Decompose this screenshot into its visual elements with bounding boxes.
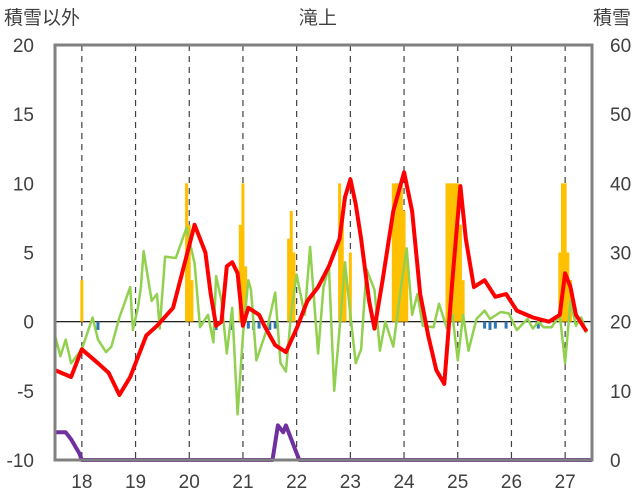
right-tick-label: 30 bbox=[610, 244, 631, 265]
left-tick-label: 10 bbox=[13, 174, 34, 195]
right-tick-label: 20 bbox=[610, 313, 631, 334]
right-tick-label: 40 bbox=[610, 174, 631, 195]
orange-bar-6 bbox=[244, 266, 248, 322]
x-tick-label: 21 bbox=[232, 472, 253, 493]
blue-bar-12 bbox=[536, 321, 540, 329]
blue-bar-5 bbox=[257, 321, 261, 329]
orange-bar-7 bbox=[287, 238, 291, 322]
orange-bar-12 bbox=[343, 266, 347, 322]
blue-bar-6 bbox=[268, 321, 272, 330]
blue-bar-8 bbox=[483, 321, 487, 329]
orange-bar-5 bbox=[241, 183, 245, 322]
orange-bar-20 bbox=[445, 183, 449, 322]
x-tick-label: 23 bbox=[340, 472, 361, 493]
orange-bar-26 bbox=[461, 280, 465, 322]
x-tick-label: 20 bbox=[179, 472, 200, 493]
right-tick-label: 60 bbox=[610, 36, 631, 57]
orange-bar-3 bbox=[190, 280, 194, 322]
right-tick-label: 0 bbox=[610, 451, 621, 472]
orange-bar-27 bbox=[558, 252, 562, 322]
orange-bar-21 bbox=[448, 183, 452, 322]
blue-bar-3 bbox=[246, 321, 250, 329]
left-tick-label: 0 bbox=[23, 313, 34, 334]
orange-bar-0 bbox=[80, 280, 84, 322]
orange-bar-30 bbox=[566, 252, 570, 322]
blue-bar-7 bbox=[273, 321, 277, 329]
orange-bar-16 bbox=[397, 183, 401, 322]
x-axis-tick-labels: 18 19 20 21 22 23 24 25 26 27 bbox=[71, 472, 575, 493]
x-tick-label: 18 bbox=[71, 472, 92, 493]
orange-bar-13 bbox=[348, 252, 352, 322]
plot-frame bbox=[53, 43, 594, 462]
vertical-gridlines bbox=[81, 45, 566, 460]
orange-bar-15 bbox=[394, 183, 398, 322]
red-line-series bbox=[54, 170, 589, 397]
x-tick-label: 22 bbox=[286, 472, 307, 493]
left-tick-label: -10 bbox=[7, 451, 34, 472]
orange-bar-10 bbox=[338, 183, 342, 322]
orange-bar-17 bbox=[399, 183, 403, 322]
right-tick-label: 50 bbox=[610, 105, 631, 126]
x-tick-label: 19 bbox=[125, 472, 146, 493]
orange-bar-11 bbox=[340, 211, 344, 322]
left-tick-label: 20 bbox=[13, 36, 34, 57]
green-line-series bbox=[53, 226, 588, 416]
x-tick-label: 25 bbox=[447, 472, 468, 493]
blue-bar-10 bbox=[493, 321, 497, 329]
x-tick-label: 27 bbox=[555, 472, 576, 493]
blue-bar-0 bbox=[96, 321, 100, 330]
orange-bar-8 bbox=[289, 211, 293, 322]
left-axis-label: 積雪以外 bbox=[4, 7, 80, 29]
left-tick-label: 15 bbox=[13, 105, 34, 126]
orange-bar-2 bbox=[187, 224, 191, 322]
x-tick-label: 26 bbox=[501, 472, 522, 493]
orange-bar-19 bbox=[405, 252, 409, 322]
purple-line-series bbox=[55, 423, 592, 462]
blue-bar-11 bbox=[504, 321, 508, 329]
orange-bar-4 bbox=[238, 224, 242, 322]
right-axis-label: 積雪 bbox=[593, 7, 631, 29]
orange-bar-28 bbox=[560, 183, 564, 322]
blue-bar-9 bbox=[488, 321, 492, 330]
orange-bar-22 bbox=[450, 183, 454, 322]
left-tick-label: 5 bbox=[23, 244, 34, 265]
right-tick-label: 10 bbox=[610, 382, 631, 403]
orange-bar-24 bbox=[456, 183, 460, 322]
orange-bar-25 bbox=[458, 224, 462, 322]
left-axis-tick-labels: 20 15 10 5 0 -5 -10 bbox=[7, 36, 34, 472]
chart-title: 滝上 bbox=[299, 7, 337, 29]
orange-bar-29 bbox=[563, 183, 567, 322]
right-axis-tick-labels: 60 50 40 30 20 10 0 bbox=[610, 36, 631, 472]
left-tick-label: -5 bbox=[17, 382, 34, 403]
orange-bar-14 bbox=[391, 183, 395, 322]
x-tick-label: 24 bbox=[393, 472, 415, 493]
